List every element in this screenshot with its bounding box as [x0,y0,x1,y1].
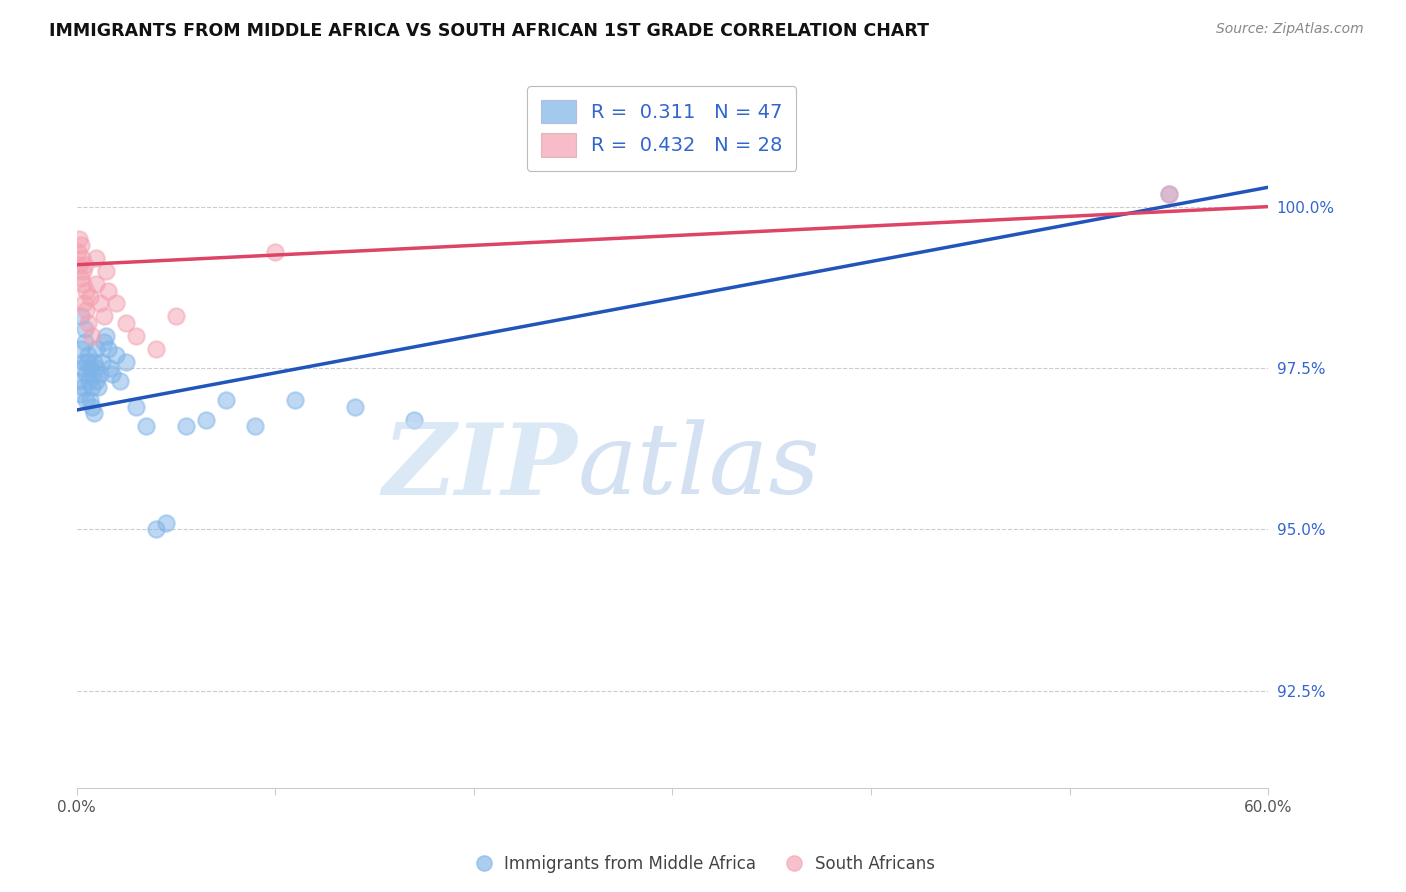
Point [87,380,110,394]
Point [79,393,101,408]
Point [245,419,267,434]
Point [67,232,90,246]
Point [96,328,118,343]
Legend: R =  0.311   N = 47, R =  0.432   N = 28: R = 0.311 N = 47, R = 0.432 N = 28 [527,87,796,170]
Point [83,354,105,368]
Point [105,348,128,362]
Point [76,368,98,382]
Point [86,277,108,291]
Point [96,264,118,278]
Point [73,258,96,272]
Point [194,413,217,427]
Point [70,361,93,376]
Point [214,393,236,408]
Point [69,342,91,356]
Point [82,400,104,414]
Point [101,368,124,382]
Point [69,270,91,285]
Point [125,400,148,414]
Point [72,296,94,310]
Point [76,393,98,408]
Point [1159,186,1181,201]
Point [264,244,287,259]
Point [82,380,104,394]
Point [165,310,187,324]
Text: ZIP: ZIP [382,418,576,516]
Point [174,419,197,434]
Point [284,393,307,408]
Text: atlas: atlas [576,419,820,515]
Point [76,284,98,298]
Point [83,406,105,420]
Point [115,354,138,368]
Point [79,361,101,376]
Point [70,252,93,266]
Point [91,354,114,368]
Point [86,252,108,266]
Point [89,368,111,382]
Point [72,277,94,291]
Point [89,296,111,310]
Point [82,328,104,343]
Point [97,284,120,298]
Point [67,374,90,388]
Point [77,348,100,362]
Point [86,374,108,388]
Point [145,523,167,537]
Point [86,361,108,376]
Point [79,374,101,388]
Point [67,258,90,272]
Point [73,322,96,336]
Point [76,302,98,317]
Point [125,328,148,343]
Point [93,335,115,350]
Point [72,354,94,368]
Point [115,316,138,330]
Point [98,361,121,376]
Point [79,290,101,304]
Point [66,244,89,259]
Point [82,368,104,382]
Point [76,354,98,368]
Point [97,342,120,356]
Point [343,400,366,414]
Text: Source: ZipAtlas.com: Source: ZipAtlas.com [1216,22,1364,37]
Point [1159,186,1181,201]
Point [77,316,100,330]
Point [72,380,94,394]
Point [155,516,177,530]
Point [72,264,94,278]
Point [93,310,115,324]
Point [135,419,157,434]
Point [110,374,132,388]
Point [86,342,108,356]
Point [69,310,91,324]
Point [69,387,91,401]
Point [404,413,426,427]
Point [145,342,167,356]
Text: IMMIGRANTS FROM MIDDLE AFRICA VS SOUTH AFRICAN 1ST GRADE CORRELATION CHART: IMMIGRANTS FROM MIDDLE AFRICA VS SOUTH A… [49,22,929,40]
Legend: Immigrants from Middle Africa, South Africans: Immigrants from Middle Africa, South Afr… [464,848,942,880]
Point [105,296,128,310]
Point [69,238,91,252]
Point [73,335,96,350]
